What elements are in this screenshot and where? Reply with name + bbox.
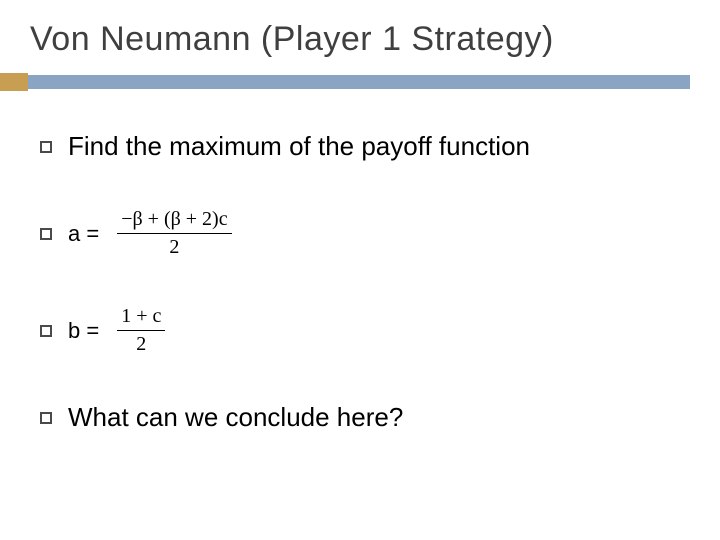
item-text: Find the maximum of the payoff function [68,131,530,162]
bullet-icon [40,141,52,153]
list-item: a = −β + (β + 2)c 2 [40,208,690,259]
bullet-list: Find the maximum of the payoff function … [30,131,690,433]
title-rule [0,73,690,91]
fraction-numerator: 1 + c [117,305,165,331]
rule-bar [28,75,690,89]
accent-block [0,73,28,91]
list-item: Find the maximum of the payoff function [40,131,690,162]
fraction: 1 + c 2 [117,305,165,356]
fraction-denominator: 2 [169,234,179,259]
fraction-numerator: −β + (β + 2)c [117,208,231,234]
bullet-icon [40,325,52,337]
bullet-icon [40,228,52,240]
list-item: b = 1 + c 2 [40,305,690,356]
fraction: −β + (β + 2)c 2 [117,208,231,259]
bullet-icon [40,412,52,424]
slide: Von Neumann (Player 1 Strategy) Find the… [0,0,720,540]
fraction-denominator: 2 [136,331,146,356]
equation-label: b = [68,318,99,344]
item-text: What can we conclude here? [68,402,403,433]
list-item: What can we conclude here? [40,402,690,433]
slide-title: Von Neumann (Player 1 Strategy) [30,20,690,59]
equation-label: a = [68,221,99,247]
